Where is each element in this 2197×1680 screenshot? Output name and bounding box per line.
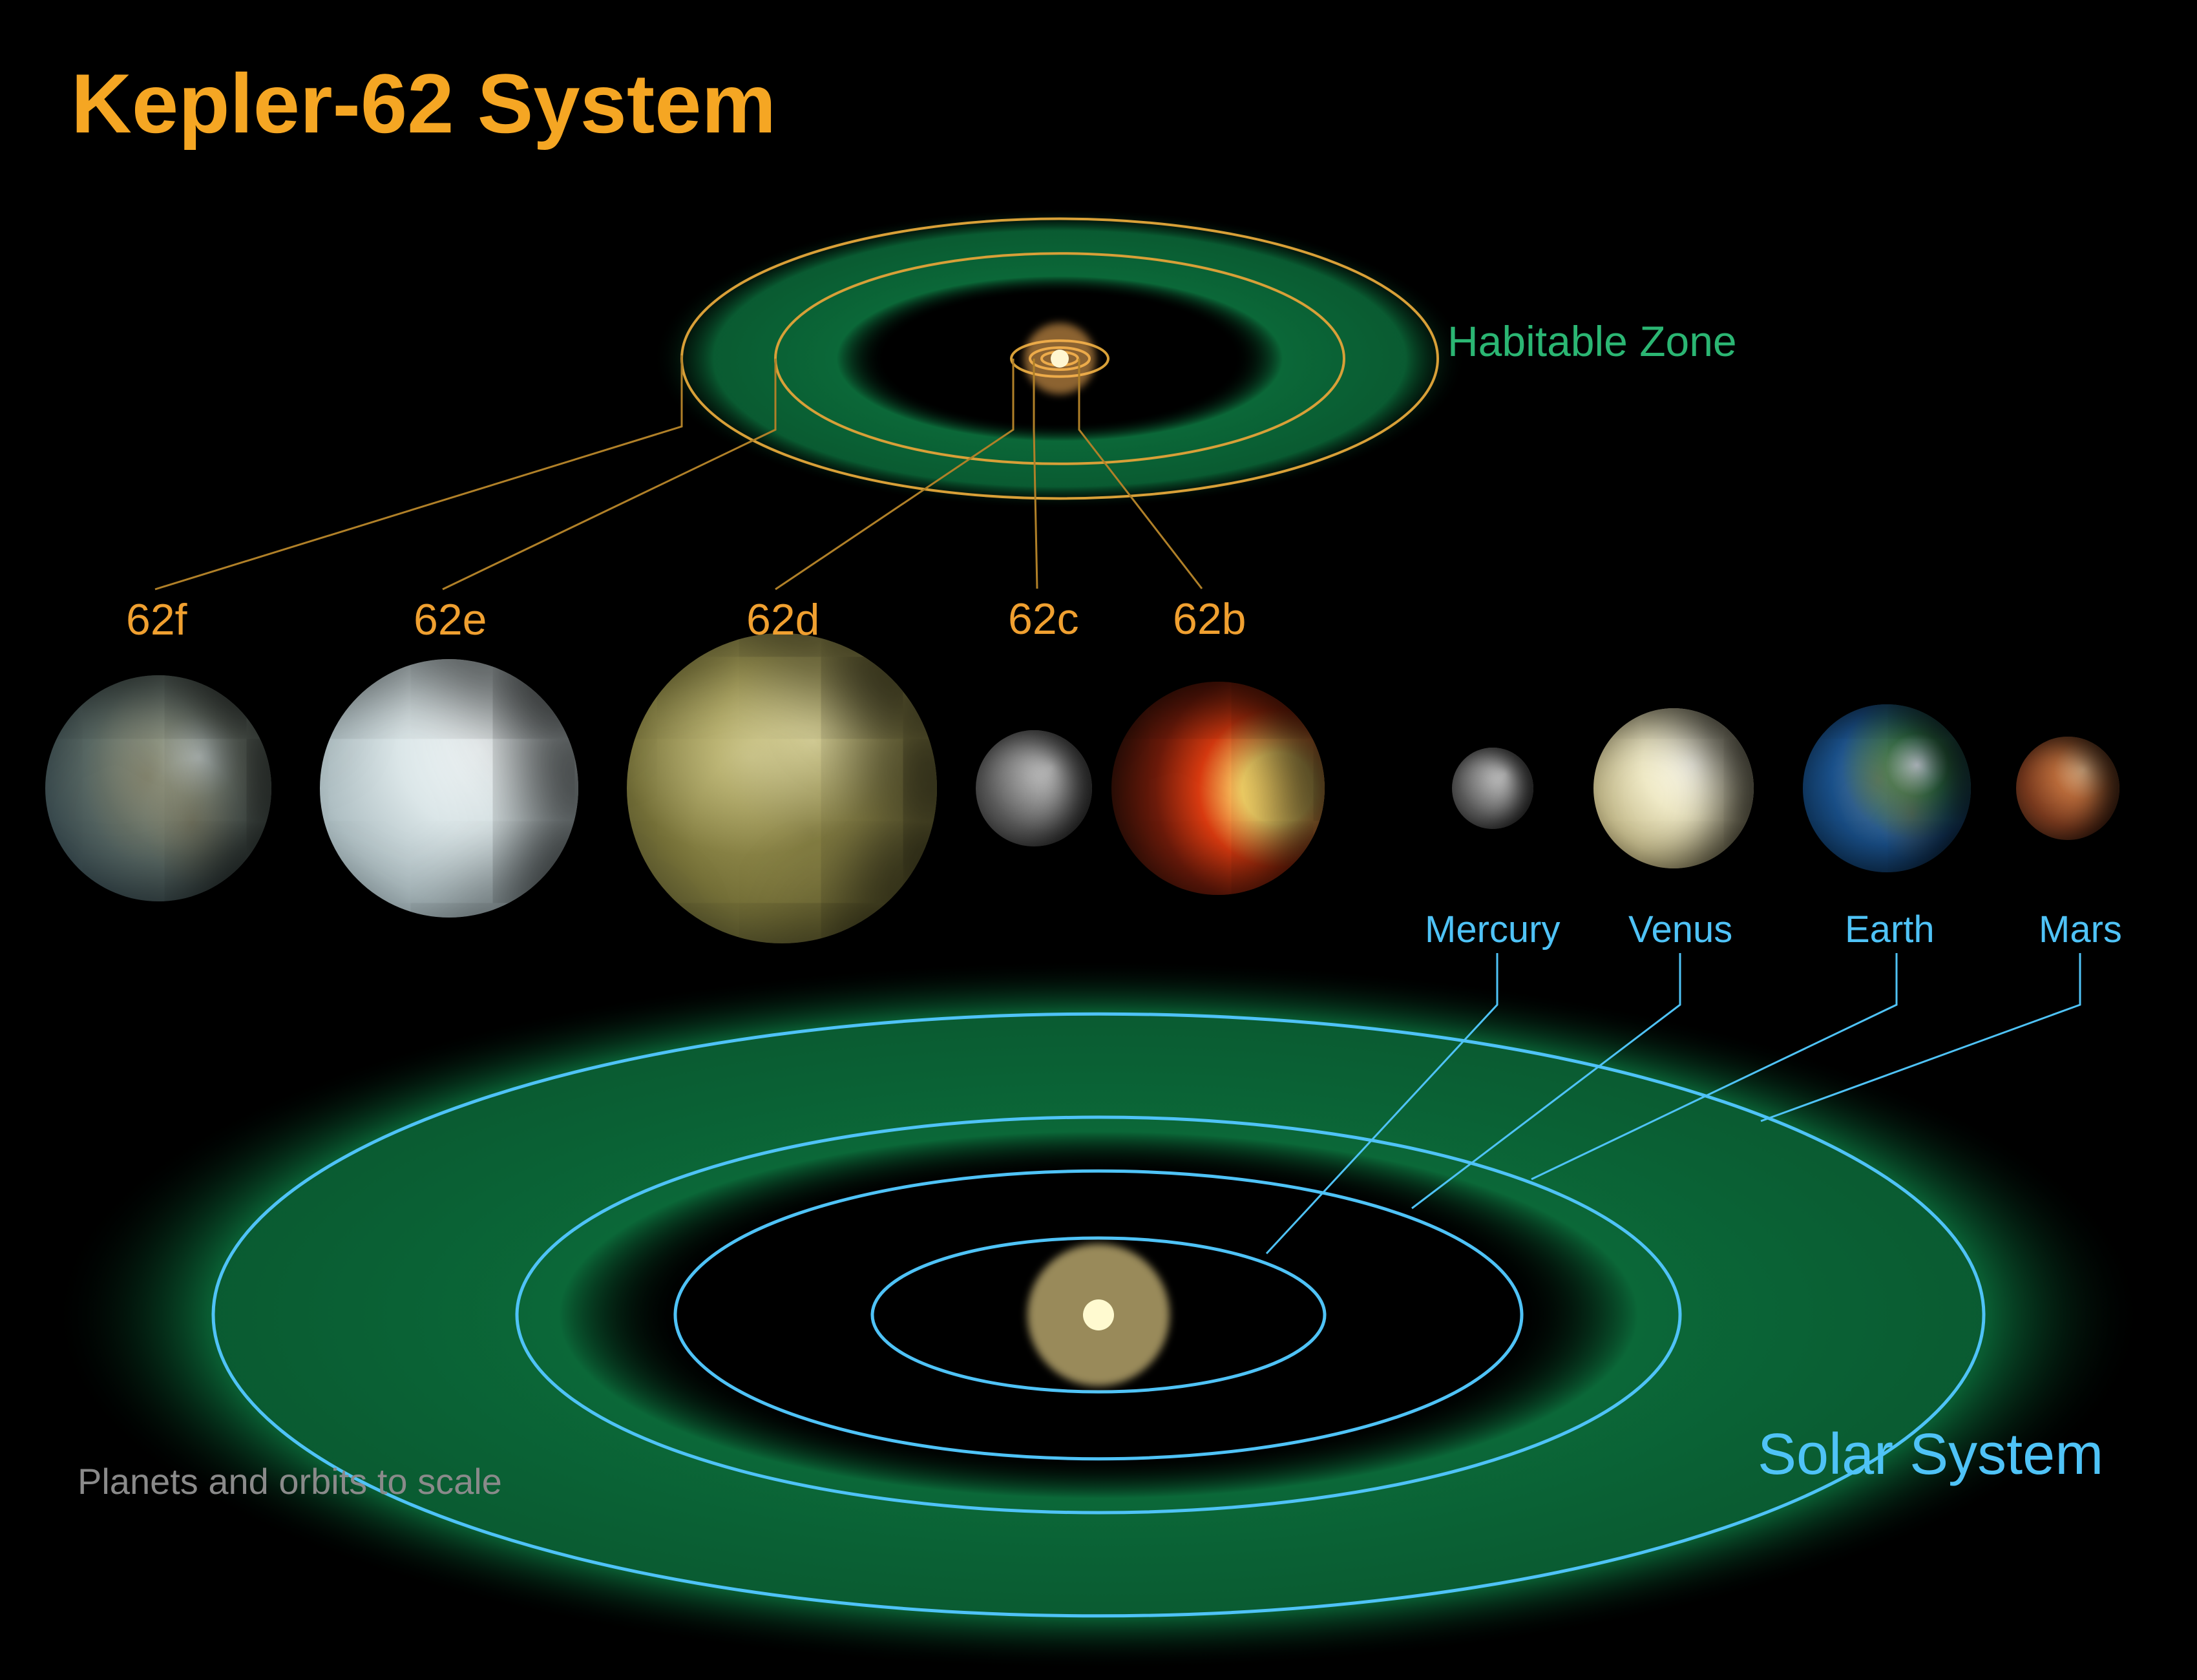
label-62e: 62e [414, 594, 487, 645]
habitable-zone-label: Habitable Zone [1447, 317, 1737, 366]
planet-62f [45, 675, 271, 901]
planet-mercury [1452, 748, 1533, 829]
planet-mars [2016, 737, 2119, 840]
label-62c: 62c [1008, 594, 1079, 644]
planet-earth [1803, 704, 1971, 872]
label-mercury: Mercury [1425, 908, 1560, 951]
label-62f: 62f [126, 594, 187, 645]
planet-62d [627, 633, 937, 943]
solar-system-label: Solar System [1758, 1422, 2103, 1488]
planet-62e [320, 659, 578, 918]
label-62b: 62b [1173, 594, 1246, 644]
page-title: Kepler-62 System [71, 55, 776, 152]
label-venus: Venus [1628, 908, 1732, 951]
label-earth: Earth [1845, 908, 1935, 951]
label-62d: 62d [746, 594, 819, 645]
footnote: Planets and orbits to scale [78, 1460, 502, 1502]
planet-venus [1593, 708, 1754, 868]
label-mars: Mars [2039, 908, 2122, 951]
planet-62b [1111, 682, 1325, 895]
planet-62c [976, 730, 1092, 846]
